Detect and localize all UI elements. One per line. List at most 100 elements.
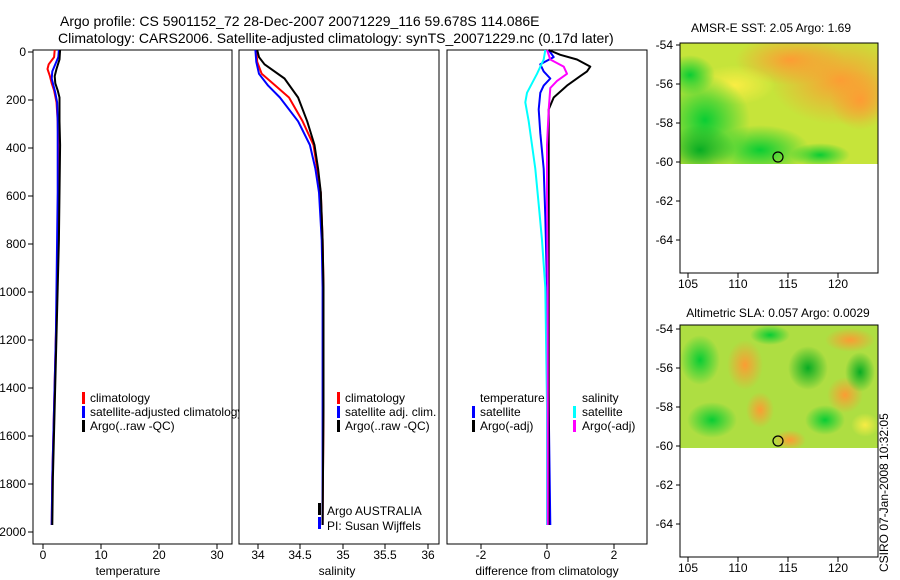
sst-cold-patch bbox=[790, 143, 850, 164]
temperature-axes bbox=[32, 49, 233, 545]
y-tick-label: 1800 bbox=[0, 477, 26, 491]
salinity-x-ticks: 34 34.5 35 35.5 36 bbox=[251, 544, 435, 562]
sst-argo-marker bbox=[772, 151, 784, 163]
y-tick-0: 0 bbox=[19, 45, 33, 59]
salinity-legend: climatology satellite adj. clim. Argo(..… bbox=[337, 391, 436, 433]
x-tick-35: 35 bbox=[336, 544, 350, 562]
series-line-salinity-argo-adj bbox=[546, 49, 568, 525]
legend-heading-salinity: salinity bbox=[582, 391, 619, 405]
y-tick-label: 200 bbox=[6, 93, 26, 107]
x-tick-label: 2 bbox=[611, 548, 618, 562]
legend-label: Argo(..raw -QC) bbox=[90, 419, 175, 433]
sla-y-ticks: -54 -56 -58 -60 -62 -64 bbox=[656, 322, 680, 531]
y-tick-label: -62 bbox=[656, 478, 674, 492]
temperature-series-group bbox=[46, 49, 62, 526]
sla-low-patch bbox=[845, 352, 875, 392]
legend-swatch bbox=[337, 406, 340, 418]
y-tick-600: 600 bbox=[6, 189, 33, 203]
y-tick-1600: 1600 bbox=[0, 429, 33, 443]
difference-xlabel: difference from climatology bbox=[475, 564, 618, 578]
temperature-panel: 0 200 400 600 800 1000 1200 1400 1600 18… bbox=[0, 45, 243, 578]
x-tick-label: -2 bbox=[476, 548, 487, 562]
y-tick-1200: 1200 bbox=[0, 333, 33, 347]
float-info-line2: PI: Susan Wijffels bbox=[327, 519, 421, 533]
sla-low-patch bbox=[680, 335, 720, 385]
x-tick-105: 105 bbox=[678, 557, 698, 575]
sla-map-panel: Altimetric SLA: 0.057 Argo: 0.0029 -54 -… bbox=[656, 306, 879, 575]
x-tick-minus2: -2 bbox=[476, 544, 487, 562]
x-tick-110: 110 bbox=[728, 273, 748, 291]
legend-label: satellite adj. clim. bbox=[345, 405, 436, 419]
legend-label: climatology bbox=[90, 391, 150, 405]
sla-heatmap bbox=[680, 325, 878, 448]
y-tick-minus58: -58 bbox=[656, 116, 680, 130]
y-tick-label: -60 bbox=[656, 155, 674, 169]
y-tick-label: 2000 bbox=[0, 525, 26, 539]
y-tick-label: -58 bbox=[656, 116, 674, 130]
temperature-y-ticks: 0 200 400 600 800 1000 1200 1400 1600 18… bbox=[0, 45, 33, 539]
x-tick-label: 110 bbox=[728, 561, 747, 575]
sst-map-title: AMSR-E SST: 2.05 Argo: 1.69 bbox=[691, 21, 851, 35]
x-tick-10: 10 bbox=[94, 544, 108, 562]
y-tick-minus60: -60 bbox=[656, 439, 680, 453]
x-tick-2: 2 bbox=[611, 544, 618, 562]
legend-entry-sal-argo: Argo(-adj) bbox=[573, 419, 635, 433]
y-tick-minus62: -62 bbox=[656, 478, 680, 492]
float-info-line1: Argo AUSTRALIA bbox=[327, 504, 422, 518]
difference-x-ticks: -2 0 2 bbox=[476, 544, 618, 562]
difference-legend: temperature satellite Argo(-adj) salinit… bbox=[472, 391, 635, 433]
x-tick-label: 105 bbox=[678, 277, 698, 291]
difference-series-group bbox=[524, 49, 592, 526]
legend-swatch bbox=[337, 392, 340, 404]
y-tick-minus64: -64 bbox=[656, 233, 680, 247]
x-tick-label: 120 bbox=[828, 277, 848, 291]
y-tick-1800: 1800 bbox=[0, 477, 33, 491]
salinity-axes bbox=[238, 49, 440, 545]
float-info: Argo AUSTRALIA PI: Susan Wijffels bbox=[318, 503, 422, 533]
y-tick-2000: 2000 bbox=[0, 525, 33, 539]
sst-map-axes bbox=[679, 42, 879, 274]
sla-mid-patch bbox=[851, 413, 878, 437]
legend-entry-satellite-adj: satellite adj. clim. bbox=[337, 405, 436, 419]
sla-map-title: Altimetric SLA: 0.057 Argo: 0.0029 bbox=[686, 306, 870, 320]
figure-title-line2: Climatology: CARS2006. Satellite-adjuste… bbox=[58, 30, 614, 46]
salinity-xlabel: salinity bbox=[319, 564, 356, 578]
x-tick-115: 115 bbox=[778, 557, 798, 575]
y-tick-minus54: -54 bbox=[656, 38, 680, 52]
temperature-xlabel: temperature bbox=[96, 564, 161, 578]
x-tick-36: 36 bbox=[421, 544, 435, 562]
y-tick-label: 600 bbox=[6, 189, 26, 203]
temperature-legend: climatology satellite-adjusted climatolo… bbox=[82, 391, 243, 433]
legend-label: satellite-adjusted climatology bbox=[90, 405, 243, 419]
sst-cold-patch bbox=[680, 55, 715, 95]
x-tick-0: 0 bbox=[544, 544, 551, 562]
legend-entry-argo: Argo(..raw -QC) bbox=[82, 419, 175, 433]
legend-entry-sal-satellite: satellite bbox=[573, 405, 623, 419]
x-tick-label: 20 bbox=[152, 548, 166, 562]
y-tick-label: 0 bbox=[19, 45, 26, 59]
x-tick-label: 115 bbox=[778, 561, 797, 575]
y-tick-800: 800 bbox=[6, 237, 33, 251]
y-tick-label: -62 bbox=[656, 194, 674, 208]
legend-swatch bbox=[337, 420, 340, 432]
sla-high-patch bbox=[774, 430, 806, 448]
x-tick-label: 120 bbox=[828, 561, 848, 575]
sst-cold-patch bbox=[680, 125, 735, 164]
y-tick-label: 400 bbox=[6, 141, 26, 155]
legend-entry-climatology: climatology bbox=[82, 391, 150, 405]
legend-entry-argo: Argo(..raw -QC) bbox=[337, 419, 430, 433]
legend-entry-climatology: climatology bbox=[337, 391, 405, 405]
legend-swatch bbox=[472, 406, 475, 418]
legend-entry-temp-argo: Argo(-adj) bbox=[472, 419, 533, 433]
credit-stamp: CSIRO 07-Jan-2008 10:32:05 bbox=[877, 413, 891, 572]
sst-heatmap bbox=[680, 43, 878, 164]
legend-label: Argo(-adj) bbox=[480, 419, 533, 433]
series-line-salinity-satellite bbox=[524, 49, 548, 525]
sla-argo-marker bbox=[772, 435, 784, 447]
sla-low-patch bbox=[788, 346, 828, 390]
legend-entry-temp-satellite: satellite bbox=[472, 405, 521, 419]
y-tick-minus62: -62 bbox=[656, 194, 680, 208]
x-tick-label: 30 bbox=[210, 548, 224, 562]
legend-label: Argo(..raw -QC) bbox=[345, 419, 430, 433]
